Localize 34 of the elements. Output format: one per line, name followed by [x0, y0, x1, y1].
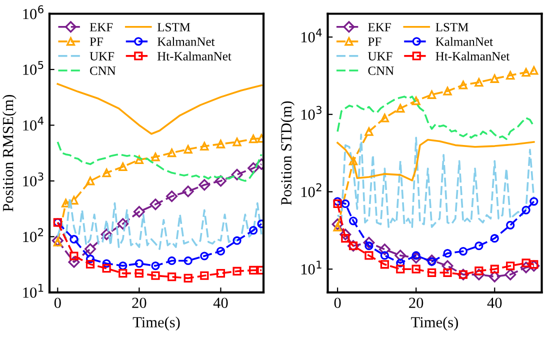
legend-label: UKF: [368, 52, 392, 60]
x-axis-title: Time(s): [132, 316, 180, 331]
legend-label: EKF: [90, 23, 113, 32]
x-tick-label: 0: [54, 298, 61, 308]
x-tick-label: 0: [334, 298, 341, 308]
x-tick-label: 40: [213, 298, 228, 308]
legend-label: Ht-KalmanNet: [158, 52, 232, 60]
legend-label: LSTM: [158, 22, 190, 32]
y-tick-label: 10$^{4}$: [301, 28, 322, 42]
y-tick-label: 10$^{2}$: [23, 228, 44, 242]
x-tick-label: 20: [409, 298, 424, 308]
legend-label: KalmanNet: [436, 37, 493, 46]
legend-label: CNN: [368, 66, 394, 75]
y-tick-label: 10$^{1}$: [301, 260, 322, 274]
legend-label: PF: [368, 38, 382, 46]
x-axis-title: Time(s): [411, 316, 458, 331]
y-tick-label: 10$^{6}$: [23, 5, 44, 20]
legend-label: EKF: [368, 23, 391, 32]
x-tick-label: 40: [487, 298, 502, 308]
y-tick-label: 10$^{2}$: [301, 183, 322, 198]
legend-label: Ht-KalmanNet: [436, 52, 510, 60]
y-axis-title: Position STD(m): [280, 101, 295, 206]
legend-label: LSTM: [436, 22, 468, 32]
y-tick-label: 10$^{3}$: [23, 172, 44, 186]
x-tick-label: 20: [132, 298, 146, 308]
legend-label: UKF: [90, 52, 114, 60]
legend-label: PF: [90, 38, 103, 46]
y-tick-label: 10$^{5}$: [23, 61, 44, 75]
y-tick-label: 10$^{3}$: [301, 106, 322, 120]
y-tick-label: 10$^{4}$: [23, 116, 44, 131]
y-tick-label: 10$^{1}$: [23, 284, 44, 298]
legend-label: CNN: [90, 66, 116, 75]
legend-label: KalmanNet: [158, 37, 215, 46]
y-axis-title: Position RMSE(m): [2, 94, 16, 212]
